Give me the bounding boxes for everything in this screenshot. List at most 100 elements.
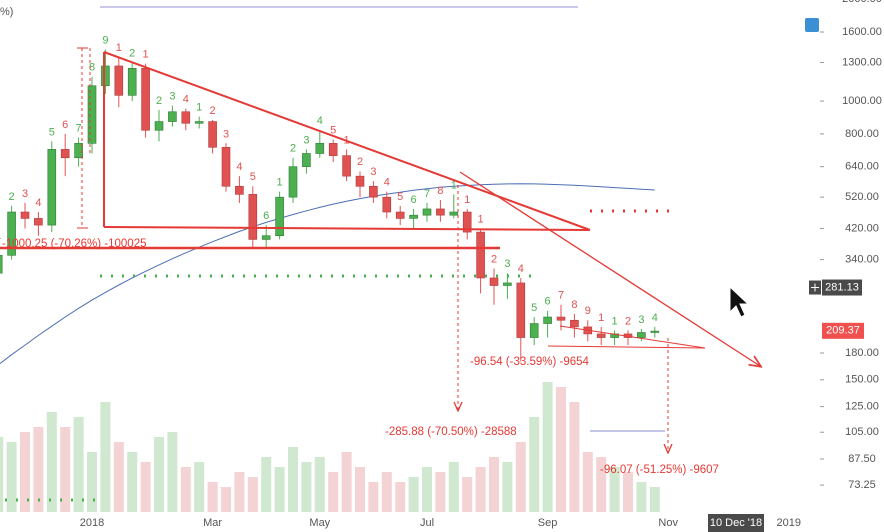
volume-bar bbox=[381, 472, 392, 512]
volume-bar bbox=[556, 387, 566, 512]
volume-bar bbox=[649, 487, 660, 512]
candle-body bbox=[395, 211, 405, 219]
candle-body bbox=[154, 121, 164, 131]
setup-count: 3 bbox=[504, 258, 510, 270]
setup-count: 6 bbox=[263, 210, 269, 222]
setup-count: 4 bbox=[35, 197, 41, 209]
setup-count: 2 bbox=[625, 315, 631, 327]
y-tick-label: 1000.00 bbox=[842, 95, 882, 107]
candle-body bbox=[275, 196, 284, 237]
setup-count: 4 bbox=[236, 161, 242, 173]
setup-count: 1 bbox=[598, 312, 604, 324]
setup-count: 5 bbox=[397, 191, 403, 203]
setup-count: 2 bbox=[357, 156, 363, 168]
crosshair-date-box bbox=[708, 514, 764, 532]
volume-bar bbox=[154, 437, 164, 512]
axis-title: %) bbox=[0, 6, 13, 18]
volume-bar bbox=[46, 412, 57, 512]
volume-bar bbox=[542, 382, 553, 512]
candle-body bbox=[235, 185, 244, 195]
setup-count: 8 bbox=[571, 299, 577, 311]
setup-count: 3 bbox=[303, 134, 309, 146]
candle-body bbox=[529, 323, 539, 338]
volume-bar bbox=[234, 472, 245, 512]
candle-body bbox=[261, 235, 271, 240]
volume-bar bbox=[462, 477, 473, 512]
volume-bar bbox=[569, 402, 580, 512]
volume-bar bbox=[207, 482, 218, 512]
candle-body bbox=[302, 153, 311, 167]
setup-count: 6 bbox=[411, 194, 417, 206]
volume-bar bbox=[422, 467, 432, 512]
candle-body bbox=[208, 121, 217, 148]
setup-count: 6 bbox=[545, 296, 551, 308]
volume-bar bbox=[288, 447, 298, 512]
volume-bar bbox=[435, 472, 446, 512]
candle-body bbox=[34, 218, 43, 226]
candle-body bbox=[570, 319, 579, 328]
candle-body bbox=[489, 277, 499, 286]
setup-count: 3 bbox=[22, 188, 28, 200]
setup-count: 3 bbox=[638, 314, 644, 326]
setup-count: 2 bbox=[491, 253, 497, 265]
volume-bar bbox=[502, 462, 513, 512]
setup-count: 8 bbox=[437, 185, 443, 197]
candle-body bbox=[20, 211, 30, 219]
volume-bar bbox=[475, 467, 486, 512]
y-tick-label: 180.00 bbox=[845, 347, 879, 359]
setup-count: 9 bbox=[585, 305, 591, 317]
y-tick-label: 420.00 bbox=[845, 222, 879, 234]
setup-count: 5 bbox=[49, 126, 55, 138]
candle-body bbox=[543, 316, 552, 324]
y-tick-label: 2000.00 bbox=[842, 0, 882, 5]
crosshair-price: 281.13 bbox=[825, 281, 859, 293]
volume-bar bbox=[328, 472, 339, 512]
setup-count: 5 bbox=[250, 171, 256, 183]
setup-count: 1 bbox=[196, 101, 202, 113]
volume-bar bbox=[582, 452, 593, 512]
cursor bbox=[729, 285, 750, 318]
candle-body bbox=[248, 194, 258, 240]
x-tick-label: May bbox=[309, 517, 330, 529]
moving-average bbox=[0, 183, 655, 365]
candle-body bbox=[0, 255, 3, 274]
setup-count: 7 bbox=[558, 290, 564, 302]
volume-bar bbox=[408, 477, 419, 512]
setup-count: 1 bbox=[464, 194, 470, 206]
setup-count: 8 bbox=[89, 62, 95, 74]
volume-bar bbox=[0, 437, 4, 512]
x-tick-label: Nov bbox=[658, 517, 678, 529]
setup-count: 7 bbox=[424, 188, 430, 200]
volume-bar bbox=[529, 417, 540, 512]
setup-count: 1 bbox=[478, 213, 484, 225]
candle-body bbox=[556, 316, 566, 321]
candle-body bbox=[650, 330, 660, 333]
setup-count: 4 bbox=[183, 94, 189, 106]
volume-bar bbox=[140, 462, 151, 512]
volume-bar bbox=[247, 477, 258, 512]
candle-body bbox=[87, 85, 97, 144]
volume-bar bbox=[395, 482, 406, 512]
annotation: -285.88 (-70.50%) -28588 bbox=[385, 426, 517, 438]
setup-count: 1 bbox=[143, 49, 149, 61]
volume-bar bbox=[515, 442, 526, 512]
settings-icon[interactable] bbox=[805, 18, 819, 32]
y-tick-label: 1600.00 bbox=[842, 26, 882, 38]
y-tick-label: 105.00 bbox=[845, 426, 879, 438]
y-tick-label: 520.00 bbox=[845, 191, 879, 203]
y-tick-label: 640.00 bbox=[845, 161, 879, 173]
x-tick-label: 2019 bbox=[777, 517, 801, 529]
candle-body bbox=[101, 65, 110, 87]
volume-bar bbox=[609, 467, 620, 512]
candle-body bbox=[127, 68, 137, 96]
setup-count: 4 bbox=[317, 115, 323, 127]
candle-body bbox=[503, 282, 512, 286]
setup-count: 3 bbox=[169, 90, 175, 102]
x-tick-label: Sep bbox=[538, 517, 558, 529]
setup-count: 4 bbox=[384, 177, 390, 189]
candle-body bbox=[342, 155, 351, 177]
volume-bar bbox=[368, 482, 379, 512]
x-tick-label: 2018 bbox=[80, 517, 104, 529]
volume-bar bbox=[113, 442, 124, 512]
